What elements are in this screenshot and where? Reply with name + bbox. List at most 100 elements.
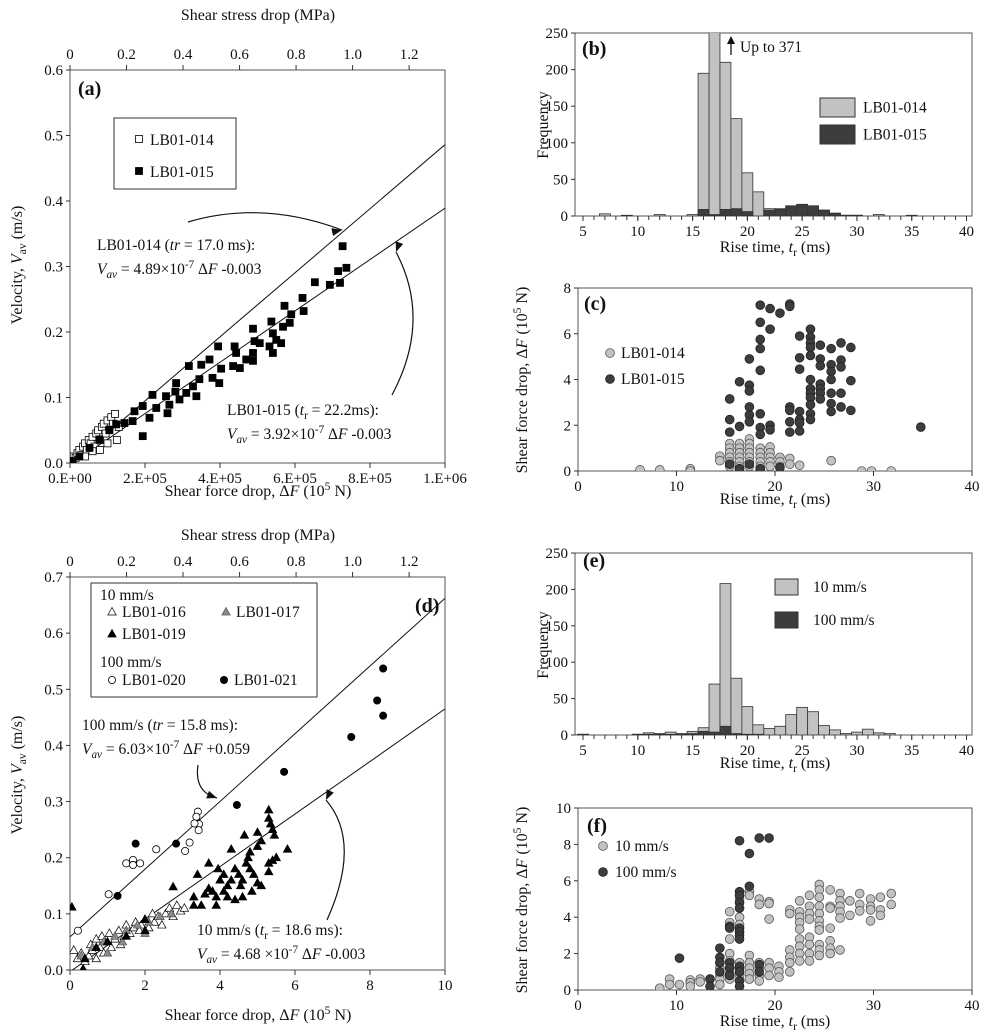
point-LB01-019 [256,835,267,845]
bar-LB01-014 [905,214,918,216]
label-part: LB01-014 ( [97,237,170,254]
top-tick-label: 1.2 [400,47,419,63]
point-LB01-015 [138,432,147,441]
label-part: Frequency [535,91,552,159]
y-tick-label: 100 [546,655,569,671]
legend-marker [605,348,615,358]
x-tick-label: 8 [366,978,374,994]
point-LB01-015 [214,342,223,351]
y-axis-title: Velocity, Vav (m/s) [9,716,29,835]
legend-marker [135,135,143,143]
point-LB01-015 [826,343,836,354]
point-10mms [845,896,855,906]
point-LB01-015 [775,462,785,471]
point-LB01-014 [784,459,795,469]
point-LB01-015 [815,340,826,350]
bar-100mms [675,733,688,735]
point-LB01-015 [915,422,926,432]
label-part: r [793,763,797,775]
point-LB01-015 [75,452,84,461]
legend-heading: 10 mm/s [100,587,154,604]
y-tick-label: 0.0 [44,963,63,979]
legend-marker [107,606,117,616]
point-10mms [744,890,755,901]
legend-swatch [774,578,799,596]
bar-LB01-015 [719,209,732,216]
top-tick-label: 0.8 [287,554,306,570]
label-part: (10 [299,1007,324,1024]
point-LB01-015 [255,339,264,348]
label-part: Velocity, [9,774,26,834]
label-part: V [9,762,26,774]
point-10mms [754,976,765,986]
point-LB01-015 [805,350,816,361]
point-LB01-015 [334,267,343,275]
label-part: av [236,434,247,446]
panel-e: 0 50 100 150 200 250 5 10 15 20 25 30 35 40 Rise time,… [535,546,974,775]
top-axis-title: Shear stress drop (MPa) [181,527,335,544]
y-tick-label: 6 [564,327,572,343]
point-LB01-019 [192,869,203,878]
point-10mms [674,979,685,990]
point-LB01-015 [794,426,805,436]
point-10mms [825,885,835,895]
top-tick-label: 0.2 [117,47,136,63]
top-tick-label: 0.6 [230,554,249,570]
point-LB01-015 [744,402,755,412]
label-part: 5 [325,1005,331,1017]
label-part: Velocity, [9,264,26,324]
label-part: r [264,930,268,942]
fit-equation: Vav = 6.03×10-7 ΔF +0.059 [82,739,250,761]
point-LB01-015 [189,382,197,391]
label-part: t [789,239,794,256]
plot-area [577,807,973,991]
overflow-annotation: Up to 371 [740,39,802,56]
point-LB01-019 [80,953,90,963]
point-100mms [705,981,715,990]
y-tick-label: 2 [564,418,572,434]
point-LB01-019 [203,858,214,867]
label-part: -7 [185,259,195,271]
point-10mms [784,966,795,977]
bar-LB01-015 [697,209,710,216]
bar-10mms [829,729,841,735]
point-100mms [754,833,765,843]
point-LB01-014 [111,409,119,418]
bar-LB01-015 [851,214,863,216]
point-LB01-015 [755,334,766,345]
point-LB01-015 [336,278,344,287]
point-LB01-015 [794,418,805,428]
label-part: F [311,946,322,963]
legend-box [90,582,318,698]
point-10mms [794,924,805,934]
y-tick-label: 4 [564,373,572,389]
bar-LB01-015 [763,209,776,216]
top-tick-label: 0.4 [174,47,193,63]
x-tick-label: 40 [965,479,980,495]
label-part: Shear force drop, Δ [165,483,290,500]
legend-label: LB01-015 [150,164,214,181]
fit-title: 100 mm/s (tr = 15.8 ms): [82,717,238,734]
bar-10mms [730,677,743,735]
point-10mms [654,983,665,990]
point-10mms [854,906,865,916]
point-LB01-015 [128,417,137,425]
point-LB01-015 [208,373,217,382]
point-LB01-020 [122,859,131,868]
point-LB01-015 [744,354,755,364]
legend-label: LB01-020 [122,672,186,689]
point-LB01-015 [775,308,785,318]
point-LB01-015 [165,400,174,409]
point-100mms [734,966,745,977]
label-part: Shear force drop, Δ [514,348,531,473]
point-LB01-020 [192,812,201,821]
y-tick-label: 4 [564,910,572,926]
bar-10mms [872,732,885,735]
panel-label: (d) [415,595,439,617]
point-LB01-015 [826,366,836,377]
point-10mms [835,945,845,955]
label-part: Rise time, [720,755,789,772]
point-LB01-014 [103,439,112,448]
point-10mms [664,979,675,990]
top-tick-label: 1.0 [343,554,362,570]
